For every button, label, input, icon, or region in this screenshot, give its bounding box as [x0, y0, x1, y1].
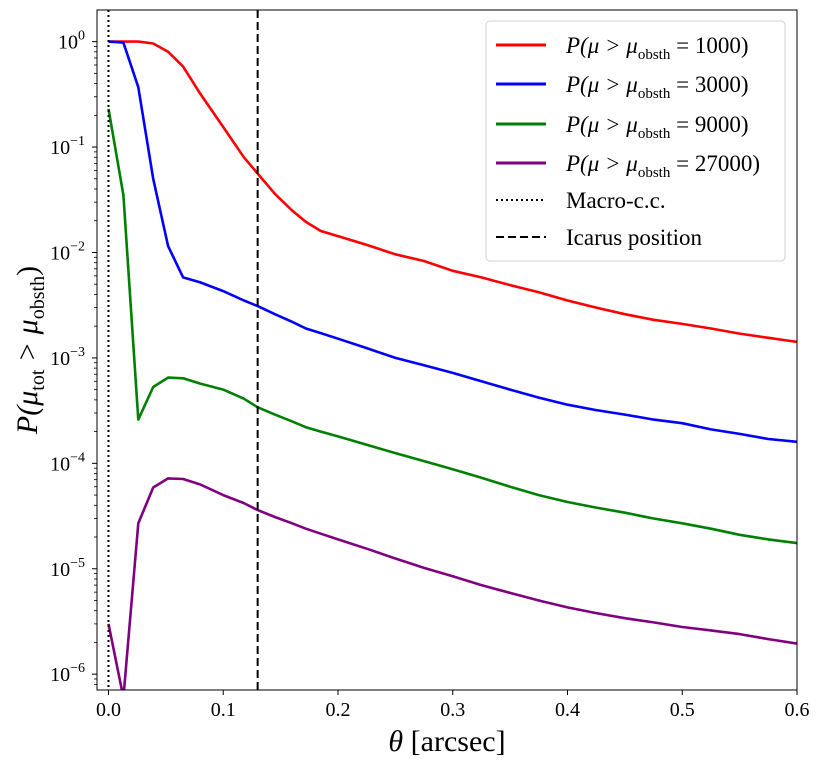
- reference-lines: [107, 10, 259, 690]
- x-axis-ticks: 0.0 0.1 0.2 0.3 0.4 0.5 0.6: [96, 690, 810, 721]
- legend-label-9000: P(μ > μobsth = 9000): [565, 112, 749, 142]
- x-tick-label: 0.6: [785, 699, 810, 721]
- legend-label-3000: P(μ > μobsth = 3000): [565, 72, 749, 102]
- plot-frame: [96, 9, 798, 691]
- y-axis-label-main: P(μ: [11, 391, 44, 435]
- y-tick-label: 10−6: [50, 661, 85, 686]
- series-line-1000: [108, 40, 797, 344]
- legend: P(μ > μobsth = 1000) P(μ > μobsth = 3000…: [485, 20, 786, 262]
- legend-label-macro: Macro-c.c.: [566, 188, 666, 213]
- x-tick-label: 0.5: [670, 699, 695, 721]
- x-axis-label-symbol: θ: [388, 725, 403, 758]
- legend-box: [485, 20, 786, 262]
- y-tick-label: 10−4: [50, 450, 85, 475]
- y-axis-label-gt: > μ: [11, 319, 44, 369]
- y-axis-label-sub-obsth: obsth: [27, 276, 49, 319]
- x-axis-label: θ [arcsec]: [388, 725, 505, 758]
- y-axis-label-close: ): [11, 266, 44, 276]
- legend-label-27000: P(μ > μobsth = 27000): [565, 151, 760, 181]
- legend-label-icarus: Icarus position: [566, 225, 703, 250]
- x-tick-label: 0.3: [440, 699, 465, 721]
- y-tick-label: 10−1: [50, 134, 85, 159]
- x-tick-label: 0.2: [325, 699, 350, 721]
- series-layer: [107, 40, 797, 690]
- series-line-27000: [107, 477, 797, 690]
- y-axis-ticks: 100 10−1 10−2 10−3 10−4 10−5 10−6: [50, 29, 97, 686]
- x-tick-label: 0.4: [555, 699, 580, 721]
- y-tick-label: 10−2: [50, 239, 85, 264]
- y-axis-label-sub-tot: tot: [27, 369, 49, 391]
- x-axis-label-unit: [arcsec]: [403, 725, 505, 758]
- x-tick-label: 0.1: [211, 699, 236, 721]
- y-tick-label: 100: [58, 29, 85, 54]
- series-line-9000: [107, 108, 797, 545]
- x-tick-label: 0.0: [96, 699, 121, 721]
- y-axis-label: P(μtot > μobsth): [11, 266, 49, 435]
- series-line-3000: [108, 40, 797, 444]
- y-tick-label: 10−3: [50, 345, 85, 370]
- y-tick-label: 10−5: [50, 556, 85, 581]
- legend-label-1000: P(μ > μobsth = 1000): [565, 33, 749, 63]
